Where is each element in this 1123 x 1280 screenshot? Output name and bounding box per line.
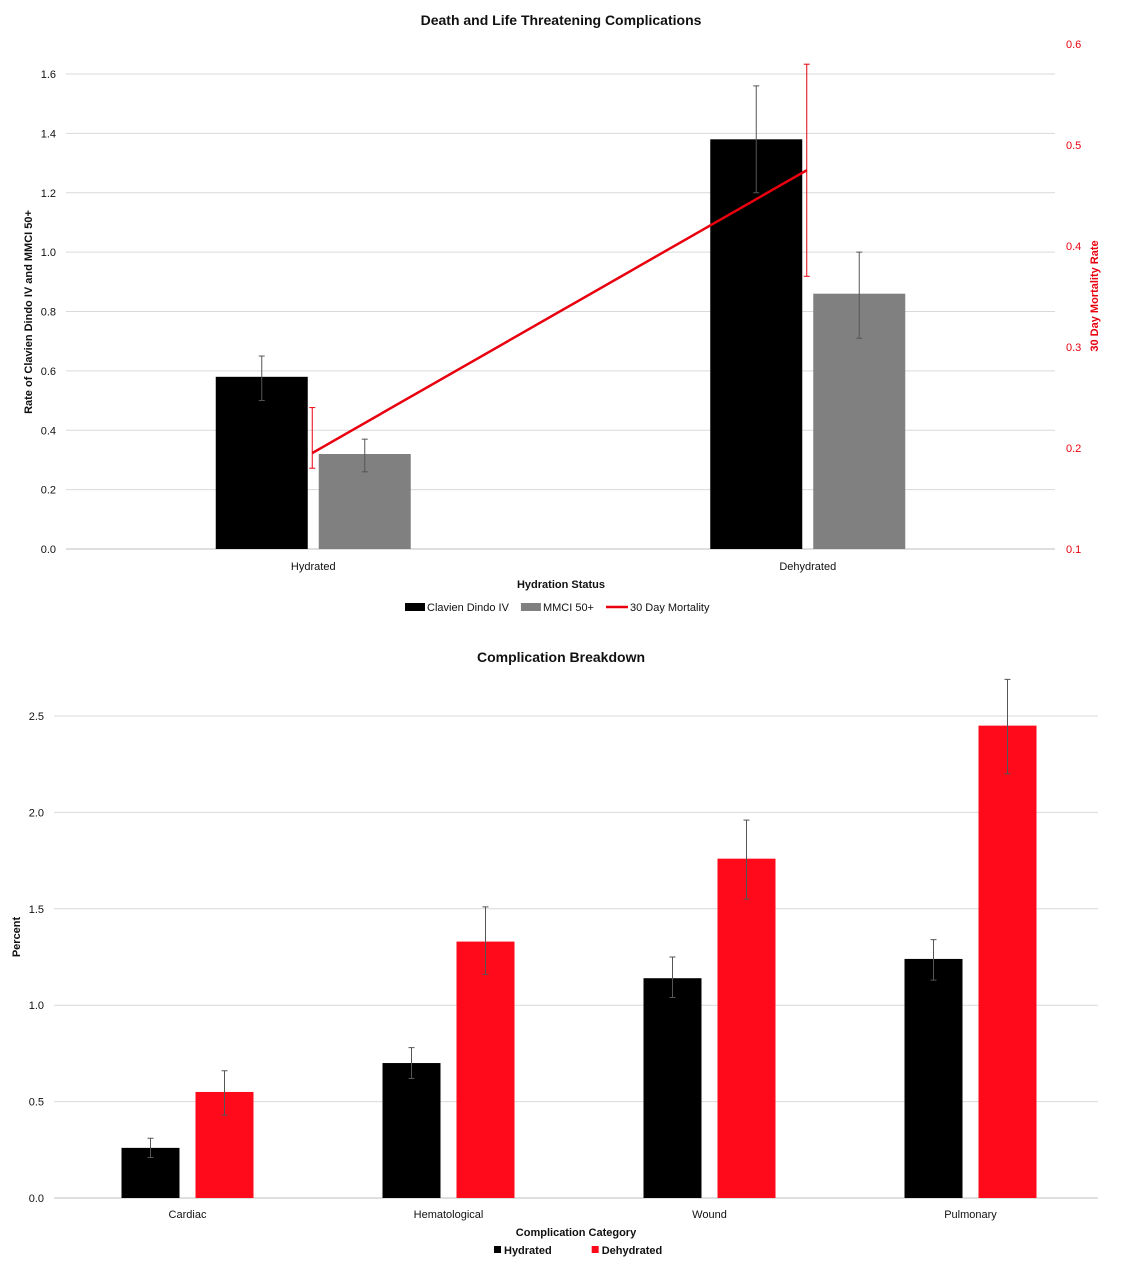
x-axis-ticks: Cardiac Hematological Wound Pulmonary (169, 1209, 998, 1221)
y-axis-title: Percent (11, 916, 23, 957)
bar-hydrated (904, 958, 963, 1198)
bar-clavien-dindo-iv (215, 376, 308, 549)
x-tick-label: Wound (692, 1209, 727, 1221)
bars (121, 678, 1037, 1198)
bars (215, 85, 906, 549)
bar-dehydrated (456, 941, 515, 1198)
legend-dehydrated-label: Dehydrated (602, 1245, 663, 1257)
x-axis-title: Complication Category (516, 1227, 637, 1239)
y-tick-label: 0.8 (41, 307, 56, 319)
legend-hydrated-label: Hydrated (504, 1245, 552, 1257)
legend-mmci-50--label: MMCI 50+ (543, 602, 594, 614)
y-tick-label: 0.0 (29, 1193, 44, 1205)
y-tick-label: 1.5 (29, 904, 44, 916)
complication-breakdown-chart: Complication Breakdown 0.0 0.5 1.0 1.5 2.0 2.… (11, 649, 1098, 1257)
chart-title: Complication Breakdown (477, 649, 645, 665)
secondary-y-axis-title: 30 Day Mortality Rate (1089, 240, 1101, 351)
x-tick-label: Hematological (414, 1209, 484, 1221)
x-tick-label: Hydrated (291, 561, 336, 573)
y-tick-label: 0.4 (41, 425, 56, 437)
legend-clavien-dindo-iv-swatch (405, 603, 425, 611)
legend: Clavien Dindo IV MMCI 50+ 30 Day Mortality (405, 602, 710, 614)
mortality-chart: Death and Life Threatening Complications… (23, 12, 1101, 614)
y-tick-label: 1.4 (41, 128, 56, 140)
mortality-line (309, 63, 810, 469)
y2-tick-label: 0.5 (1066, 140, 1081, 152)
y-tick-label: 2.0 (29, 807, 44, 819)
chart-title: Death and Life Threatening Complications (421, 12, 702, 28)
bar-clavien-dindo-iv (710, 139, 803, 549)
x-axis-title: Hydration Status (517, 579, 605, 591)
y-tick-label: 0.6 (41, 366, 56, 378)
y-axis-title: Rate of Clavien Dindo IV and MMCI 50+ (23, 210, 35, 414)
legend-dehydrated-swatch (591, 1246, 599, 1253)
secondary-y-axis-ticks: 0.1 0.2 0.3 0.4 0.5 0.6 (1066, 39, 1081, 556)
y-axis-ticks: 0.0 0.2 0.4 0.6 0.8 1.0 1.2 1.4 1.6 (41, 69, 56, 556)
bar-dehydrated (717, 858, 776, 1198)
y-tick-label: 1.2 (41, 188, 56, 200)
y2-tick-label: 0.6 (1066, 39, 1081, 51)
y-tick-label: 1.0 (29, 1000, 44, 1012)
legend-mmci-50--swatch (520, 603, 541, 611)
y-tick-label: 1.0 (41, 247, 56, 259)
bar-hydrated (382, 1063, 441, 1198)
x-tick-label: Pulmonary (944, 1209, 997, 1221)
bar-dehydrated (978, 725, 1037, 1198)
bar-hydrated (643, 978, 702, 1198)
y-tick-label: 2.5 (29, 711, 44, 723)
x-axis-ticks: Hydrated Dehydrated (291, 561, 836, 573)
mortality-line-path (311, 169, 808, 455)
y-tick-label: 1.6 (41, 69, 56, 81)
x-tick-label: Dehydrated (779, 561, 836, 573)
y-tick-label: 0.5 (29, 1097, 44, 1109)
y2-tick-label: 0.4 (1066, 241, 1081, 253)
y2-tick-label: 0.2 (1066, 443, 1081, 455)
y-tick-label: 0.0 (41, 544, 56, 556)
y-tick-label: 0.2 (41, 485, 56, 497)
legend-clavien-dindo-iv-label: Clavien Dindo IV (427, 602, 510, 614)
legend: Hydrated Dehydrated (494, 1245, 662, 1257)
y2-tick-label: 0.3 (1066, 342, 1081, 354)
legend-30-day-mortality-label: 30 Day Mortality (630, 602, 710, 614)
x-tick-label: Cardiac (169, 1209, 207, 1221)
y-axis-ticks: 0.0 0.5 1.0 1.5 2.0 2.5 (29, 711, 44, 1205)
y2-tick-label: 0.1 (1066, 544, 1081, 556)
legend-hydrated-swatch (494, 1246, 501, 1253)
